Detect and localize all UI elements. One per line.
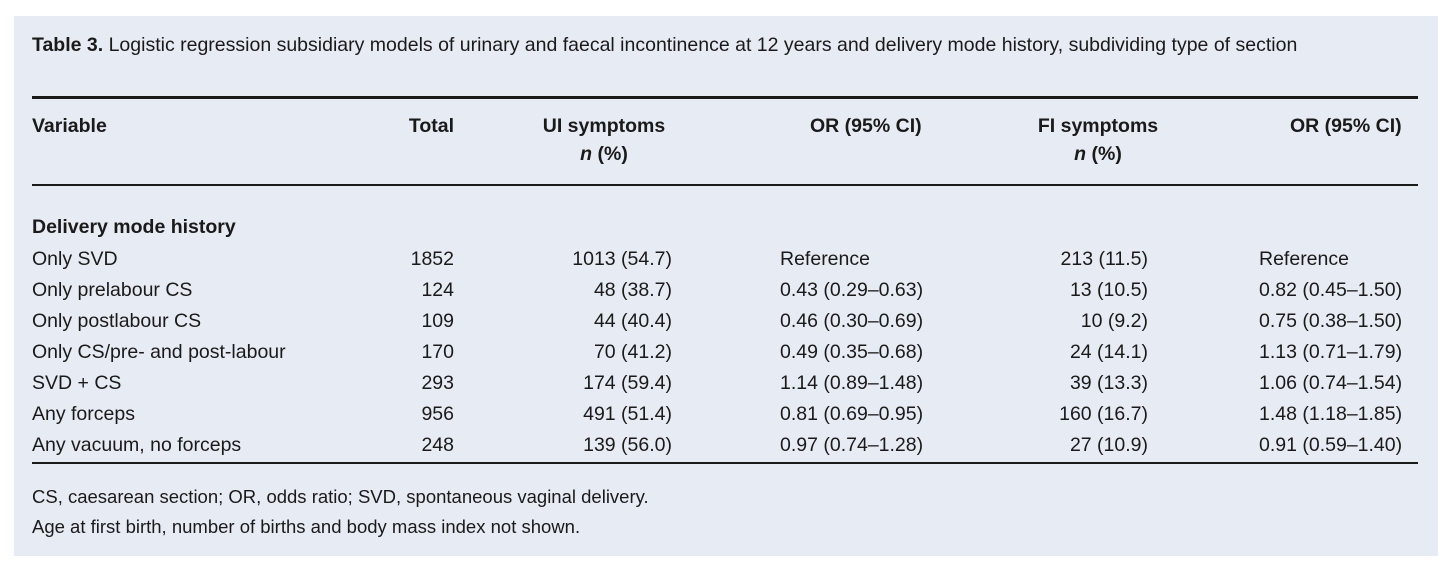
cell-total: 293 bbox=[421, 372, 454, 394]
header-ui-pct: (%) bbox=[592, 143, 628, 165]
header-or-ui: OR (95% CI) bbox=[810, 115, 922, 137]
table-caption: Table 3. Logistic regression subsidiary … bbox=[32, 30, 1412, 60]
section-heading: Delivery mode history bbox=[32, 216, 236, 238]
table-panel: Table 3. Logistic regression subsidiary … bbox=[14, 16, 1438, 556]
header-total: Total bbox=[408, 115, 454, 137]
header-rule bbox=[32, 184, 1418, 186]
cell-or-fi: 0.91 (0.59–1.40) bbox=[1259, 434, 1403, 456]
caption-text: Logistic regression subsidiary models of… bbox=[103, 34, 1298, 56]
footnote-covariates: Age at first birth, number of births and… bbox=[32, 516, 581, 537]
cell-variable: Only CS/pre- and post-labour bbox=[32, 341, 286, 363]
cell-or-ui: 0.81 (0.69–0.95) bbox=[780, 403, 924, 425]
caption-label: Table 3. bbox=[32, 34, 104, 56]
bottom-rule bbox=[32, 462, 1418, 464]
header-or-fi: OR (95% CI) bbox=[1290, 115, 1402, 137]
cell-total: 109 bbox=[421, 310, 454, 332]
header-fi-symptoms: FI symptoms n (%) bbox=[1028, 114, 1168, 166]
cell-or-fi: 0.82 (0.45–1.50) bbox=[1259, 279, 1403, 301]
cell-or-ui: 0.97 (0.74–1.28) bbox=[780, 434, 924, 456]
cell-variable: Only postlabour CS bbox=[32, 310, 202, 332]
top-rule bbox=[32, 96, 1418, 99]
cell-variable: Only SVD bbox=[32, 248, 118, 270]
cell-variable: SVD + CS bbox=[32, 372, 122, 394]
header-ui-n: n bbox=[580, 143, 593, 165]
table-row: Only CS/pre- and post-labour 170 70 (41.… bbox=[14, 340, 1438, 371]
header-fi-pct: (%) bbox=[1086, 143, 1122, 165]
header-variable: Variable bbox=[32, 115, 107, 137]
cell-ui: 70 (41.2) bbox=[593, 341, 672, 363]
cell-fi: 13 (10.5) bbox=[1069, 279, 1148, 301]
header-fi-label: FI symptoms bbox=[1037, 115, 1159, 137]
cell-total: 124 bbox=[421, 279, 454, 301]
cell-total: 248 bbox=[421, 434, 454, 456]
header-fi-sub: n (%) bbox=[1028, 142, 1168, 166]
cell-fi: 39 (13.3) bbox=[1069, 372, 1148, 394]
table-row: Only prelabour CS 124 48 (38.7) 0.43 (0.… bbox=[14, 278, 1438, 309]
cell-or-fi: 0.75 (0.38–1.50) bbox=[1259, 310, 1403, 332]
cell-fi: 24 (14.1) bbox=[1069, 341, 1148, 363]
header-ui-sub: n (%) bbox=[534, 142, 674, 166]
cell-variable: Only prelabour CS bbox=[32, 279, 193, 301]
cell-fi: 160 (16.7) bbox=[1059, 403, 1148, 425]
cell-or-fi: 1.06 (0.74–1.54) bbox=[1259, 372, 1403, 394]
header-ui-symptoms: UI symptoms n (%) bbox=[534, 114, 674, 166]
cell-or-ui: 0.49 (0.35–0.68) bbox=[780, 341, 924, 363]
cell-ui: 139 (56.0) bbox=[583, 434, 672, 456]
table-row: Only SVD 1852 1013 (54.7) Reference 213 … bbox=[14, 247, 1438, 278]
cell-or-fi: Reference bbox=[1259, 248, 1349, 270]
table-row: Any vacuum, no forceps 248 139 (56.0) 0.… bbox=[14, 433, 1438, 464]
cell-fi: 27 (10.9) bbox=[1069, 434, 1148, 456]
cell-total: 170 bbox=[421, 341, 454, 363]
cell-or-ui: 0.43 (0.29–0.63) bbox=[780, 279, 924, 301]
header-ui-label: UI symptoms bbox=[542, 115, 666, 137]
cell-or-ui: Reference bbox=[780, 248, 870, 270]
cell-ui: 1013 (54.7) bbox=[572, 248, 672, 270]
cell-or-fi: 1.13 (0.71–1.79) bbox=[1259, 341, 1403, 363]
cell-ui: 174 (59.4) bbox=[583, 372, 672, 394]
cell-total: 1852 bbox=[410, 248, 454, 270]
cell-or-fi: 1.48 (1.18–1.85) bbox=[1259, 403, 1403, 425]
cell-fi: 213 (11.5) bbox=[1060, 248, 1148, 270]
table-row: SVD + CS 293 174 (59.4) 1.14 (0.89–1.48)… bbox=[14, 371, 1438, 402]
header-fi-n: n bbox=[1074, 143, 1087, 165]
cell-ui: 491 (51.4) bbox=[583, 403, 672, 425]
cell-variable: Any forceps bbox=[32, 403, 135, 425]
cell-variable: Any vacuum, no forceps bbox=[32, 434, 242, 456]
cell-or-ui: 0.46 (0.30–0.69) bbox=[780, 310, 924, 332]
cell-ui: 48 (38.7) bbox=[593, 279, 672, 301]
cell-fi: 10 (9.2) bbox=[1080, 310, 1148, 332]
cell-ui: 44 (40.4) bbox=[593, 310, 672, 332]
table-row: Only postlabour CS 109 44 (40.4) 0.46 (0… bbox=[14, 309, 1438, 340]
cell-or-ui: 1.14 (0.89–1.48) bbox=[780, 372, 924, 394]
footnote-abbreviations: CS, caesarean section; OR, odds ratio; S… bbox=[32, 486, 649, 507]
cell-total: 956 bbox=[421, 403, 454, 425]
table-row: Any forceps 956 491 (51.4) 0.81 (0.69–0.… bbox=[14, 402, 1438, 433]
